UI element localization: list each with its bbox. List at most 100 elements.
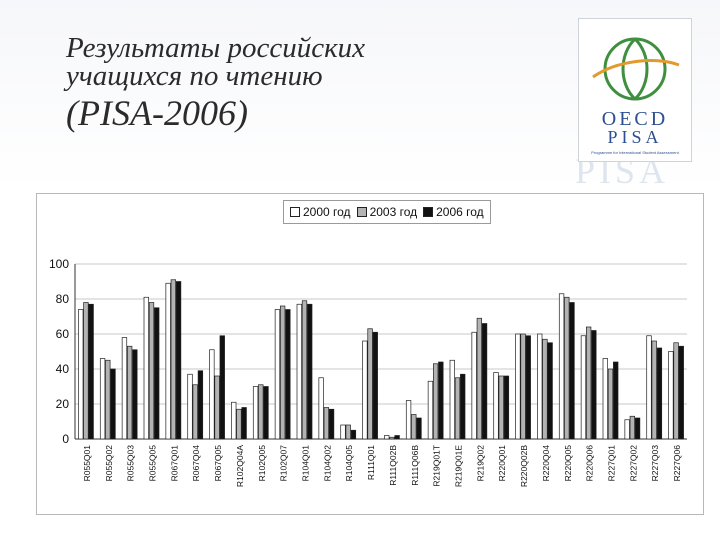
bar-R227Q02-s2 <box>634 417 641 440</box>
bar-R055Q03-s0 <box>121 337 128 440</box>
x-tick-label-R111Q06B: R111Q06B <box>410 445 420 486</box>
y-tick-label-60: 60 <box>56 327 70 341</box>
x-tick-label-R219Q02: R219Q02 <box>475 445 485 482</box>
bar-R055Q05-s2 <box>154 307 160 440</box>
bar-R055Q05-s0 <box>143 296 149 440</box>
bar-R220Q04-s1 <box>542 338 548 440</box>
x-tick-label-R055Q02: R055Q02 <box>104 445 114 482</box>
bar-R102Q05-s2 <box>263 386 269 440</box>
bar-R055Q01-s0 <box>78 309 84 440</box>
x-tick-label-R227Q02: R227Q02 <box>628 445 638 482</box>
bar-R219Q02-s0 <box>471 331 477 440</box>
y-tick-label-80: 80 <box>56 292 70 306</box>
bar-R220Q02B-s1 <box>520 333 526 440</box>
bar-R111Q01-s2 <box>372 331 378 440</box>
bar-R104Q05-s2 <box>350 429 357 440</box>
x-tick-label-R104Q05: R104Q05 <box>344 445 354 482</box>
legend-entry-2006: 2006 год <box>423 205 484 219</box>
legend-entry-2003: 2003 год <box>356 205 417 219</box>
bar-R067Q01-s0 <box>165 282 171 440</box>
bar-R111Q06B-s0 <box>405 400 412 440</box>
bar-R055Q05-s1 <box>148 302 155 440</box>
title-line-2: учащихся по чтению <box>66 60 323 92</box>
bar-R220Q06-s1 <box>585 326 592 440</box>
bar-R067Q01-s2 <box>175 281 182 440</box>
x-tick-label-R067Q04: R067Q04 <box>191 445 201 482</box>
x-tick-label-R055Q01: R055Q01 <box>82 445 92 482</box>
bar-R219Q02-s2 <box>481 323 488 440</box>
bar-R220Q06-s2 <box>591 330 597 440</box>
bar-R227Q02-s0 <box>624 419 630 440</box>
bar-R220Q01-s2 <box>503 375 510 440</box>
bar-R067Q01-s1 <box>170 279 177 440</box>
bar-R220Q01-s0 <box>493 372 499 440</box>
bar-R220Q05-s0 <box>558 293 565 440</box>
title-line-3: (PISA-2006) <box>66 93 248 133</box>
logo-tagline: Programme for International Student Asse… <box>591 150 679 155</box>
bar-R055Q02-s1 <box>105 359 111 440</box>
logo-word-oecd: OECD <box>602 108 668 130</box>
bar-R220Q04-s0 <box>537 333 543 440</box>
bar-R104Q01-s1 <box>301 300 308 440</box>
bar-R227Q01-s0 <box>602 358 608 440</box>
bar-R220Q01-s1 <box>498 375 504 440</box>
bar-R102Q05-s1 <box>258 384 264 440</box>
bar-R104Q05-s1 <box>345 424 351 440</box>
x-tick-label-R220Q02B: R220Q02B <box>519 445 529 487</box>
x-tick-label-R227Q03: R227Q03 <box>650 445 660 482</box>
bar-R220Q05-s1 <box>564 296 570 440</box>
legend-swatch-2003 <box>356 207 367 217</box>
bar-R102Q04A-s0 <box>231 401 237 440</box>
bar-R220Q06-s0 <box>580 335 587 440</box>
chart-frame: 0 20 40 60 80 100 R055Q01 R055Q02 R055Q03 R055Q05… <box>36 193 704 515</box>
legend-swatch-2000 <box>290 207 300 217</box>
bar-R104Q01-s2 <box>307 303 313 440</box>
bar-R227Q06-s0 <box>668 351 674 440</box>
x-tick-label-R111Q01: R111Q01 <box>366 445 376 480</box>
logo-word-pisa: PISA <box>607 127 662 147</box>
bar-R067Q05-s2 <box>219 335 225 440</box>
bar-R102Q04A-s2 <box>241 407 247 440</box>
y-tick-label-20: 20 <box>56 397 70 411</box>
bar-R219Q01E-s0 <box>449 359 455 440</box>
bar-R067Q04-s2 <box>197 370 204 440</box>
x-tick-label-R055Q05: R055Q05 <box>148 445 158 482</box>
bar-R219Q01E-s2 <box>460 373 466 440</box>
bar-R219Q01T-s2 <box>438 361 444 440</box>
bar-R102Q07-s1 <box>279 305 286 440</box>
x-tick-label-R067Q05: R067Q05 <box>213 445 223 482</box>
bar-R104Q05-s0 <box>340 424 346 440</box>
y-tick-label-40: 40 <box>56 362 70 376</box>
oecd-pisa-logo: OECD PISA Programme for International St… <box>578 18 692 162</box>
bar-R102Q07-s0 <box>274 309 281 440</box>
bar-R111Q02B-s2 <box>394 435 400 440</box>
bar-chart: 0 20 40 60 80 100 R055Q01 R055Q02 R055Q03 R055Q05… <box>49 257 687 487</box>
bar-R227Q03-s0 <box>646 335 652 440</box>
bar-R067Q05-s0 <box>209 349 215 440</box>
bar-R067Q04-s1 <box>192 384 198 440</box>
legend-label-2000: 2000 год <box>303 205 351 219</box>
slide-title: Результаты российских учащихся по чтению… <box>66 34 536 134</box>
bar-R220Q04-s2 <box>547 342 553 440</box>
x-tick-label-R219Q01E: R219Q01E <box>454 445 464 487</box>
bar-R227Q03-s2 <box>656 347 663 440</box>
bar-R220Q05-s2 <box>569 302 575 440</box>
bar-R219Q01T-s0 <box>427 380 434 440</box>
bar-R227Q06-s1 <box>673 342 679 440</box>
bar-R104Q02-s0 <box>318 377 324 440</box>
y-tick-label-0: 0 <box>62 432 69 446</box>
legend-swatch-2006 <box>423 207 434 217</box>
bar-R227Q01-s2 <box>613 361 619 440</box>
y-tick-label-100: 100 <box>49 257 69 271</box>
bar-R102Q07-s2 <box>285 309 291 440</box>
bar-R102Q04A-s1 <box>236 408 242 440</box>
bar-R104Q02-s1 <box>323 407 330 440</box>
x-tick-label-R102Q04A: R102Q04A <box>235 445 245 487</box>
bar-R067Q05-s1 <box>214 375 220 440</box>
legend-entry-2000: 2000 год <box>290 205 351 219</box>
bar-R102Q05-s0 <box>252 386 259 440</box>
title-line-1: Результаты российских <box>66 32 366 64</box>
x-tick-label-R219Q01T: R219Q01T <box>432 445 442 487</box>
x-tick-label-R220Q06: R220Q06 <box>585 445 595 482</box>
x-tick-label-R102Q05: R102Q05 <box>257 445 267 482</box>
